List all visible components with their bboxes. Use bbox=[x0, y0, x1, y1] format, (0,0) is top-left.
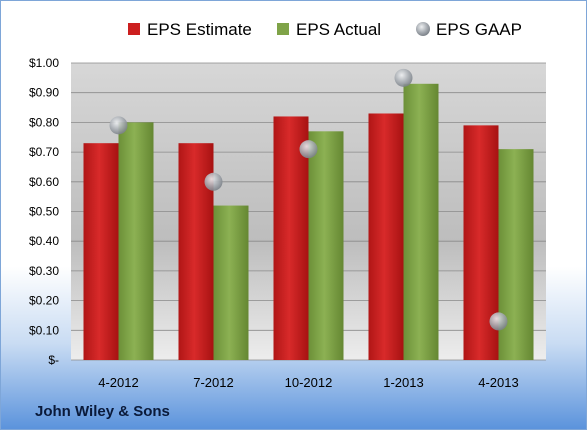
bar-eps-estimate-1-2013 bbox=[368, 113, 404, 361]
y-tick-label: $- bbox=[48, 353, 59, 367]
bar-eps-actual-10-2012 bbox=[308, 131, 344, 360]
y-tick-label: $0.60 bbox=[29, 175, 59, 189]
x-category-label: 4-2012 bbox=[98, 375, 138, 390]
y-tick-label: $0.10 bbox=[29, 323, 59, 337]
legend-swatch-eps-gaap bbox=[416, 22, 430, 36]
marker-eps-gaap-4-2013 bbox=[489, 312, 508, 331]
bar-eps-actual-4-2012 bbox=[118, 122, 154, 361]
marker-eps-gaap-4-2012 bbox=[109, 116, 128, 135]
legend-swatch-eps-estimate bbox=[128, 23, 140, 35]
x-category-label: 7-2012 bbox=[193, 375, 233, 390]
y-tick-label: $0.40 bbox=[29, 234, 59, 248]
legend-label-eps-actual: EPS Actual bbox=[296, 20, 381, 39]
marker-eps-gaap-1-2013 bbox=[394, 68, 413, 87]
y-axis-ticks: $- $0.10 $0.20 $0.30 $0.40 $0.50 $0.60 $0.70 $0.… bbox=[29, 56, 59, 367]
y-tick-label: $0.90 bbox=[29, 86, 59, 100]
y-tick-label: $0.20 bbox=[29, 294, 59, 308]
x-axis-categories: 4-2012 7-2012 10-2012 1-2013 4-2013 bbox=[98, 375, 518, 390]
company-name: John Wiley & Sons bbox=[35, 403, 170, 420]
bar-eps-actual-7-2012 bbox=[213, 205, 249, 360]
bar-eps-estimate-10-2012 bbox=[273, 116, 309, 361]
y-tick-label: $1.00 bbox=[29, 56, 59, 70]
marker-eps-gaap-10-2012 bbox=[299, 140, 318, 159]
legend-label-eps-gaap: EPS GAAP bbox=[436, 20, 522, 39]
gaap-markers bbox=[109, 68, 508, 331]
marker-eps-gaap-7-2012 bbox=[204, 172, 223, 191]
y-tick-label: $0.50 bbox=[29, 205, 59, 219]
x-category-label: 10-2012 bbox=[285, 375, 333, 390]
y-tick-label: $0.30 bbox=[29, 264, 59, 278]
x-category-label: 1-2013 bbox=[383, 375, 423, 390]
legend-swatch-eps-actual bbox=[277, 23, 289, 35]
legend-label-eps-estimate: EPS Estimate bbox=[147, 20, 252, 39]
y-tick-label: $0.80 bbox=[29, 115, 59, 129]
y-tick-label: $0.70 bbox=[29, 145, 59, 159]
bar-eps-actual-1-2013 bbox=[403, 83, 439, 360]
bar-eps-estimate-4-2012 bbox=[83, 143, 119, 360]
legend: EPS Estimate EPS Actual EPS GAAP bbox=[128, 20, 522, 39]
x-category-label: 4-2013 bbox=[478, 375, 518, 390]
